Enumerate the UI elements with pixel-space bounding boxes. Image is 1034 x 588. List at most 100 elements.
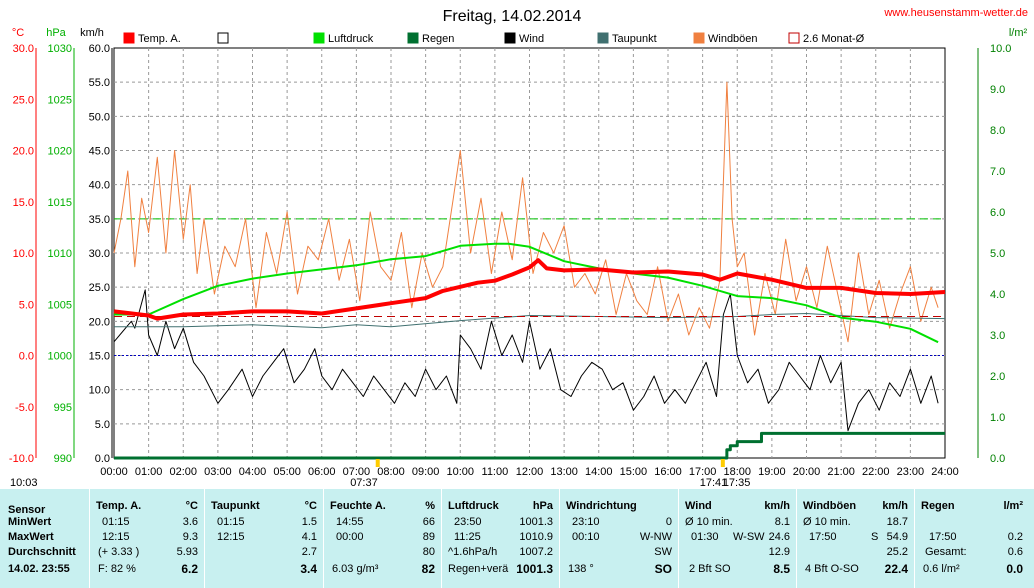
tick-label-time: 24:00 (931, 466, 959, 478)
windboeen-max-val: 54.9 (886, 531, 908, 543)
legend-label: 2.6 Monat-Ø (803, 33, 865, 45)
tick-label-time: 23:00 (897, 466, 925, 478)
tick-label-rain: 9.0 (990, 84, 1005, 96)
luftdruck-min-val: 1001.3 (519, 516, 553, 528)
unit-wind: km/h (80, 27, 104, 39)
windrichtung-avg-val: SW (654, 546, 672, 558)
temp-header: Temp. A. (96, 500, 142, 512)
col-windboeen: Windböen km/h Ø 10 min. 18.7 17:50 S 54.9 25… (796, 489, 914, 588)
series-luftdruck (114, 242, 939, 344)
luftdruck-min-time: 23:50 (454, 516, 482, 528)
feuchte-current: 82 (421, 562, 435, 576)
legend-swatch (123, 32, 135, 44)
marker-label: 07:37 (350, 477, 378, 488)
windboeen-header: Windböen (803, 500, 857, 512)
tick-label-temp: 20.0 (13, 146, 34, 158)
taupunkt-max-time: 12:15 (217, 531, 245, 543)
feuchte-avg-val: 80 (422, 546, 435, 558)
legend-label: Regen (422, 33, 454, 45)
feuchte-min-val: 66 (422, 516, 435, 528)
chart-title: Freitag, 14.02.2014 (443, 8, 582, 25)
series-taupunkt (114, 313, 946, 329)
tick-label-wind: 40.0 (89, 180, 110, 192)
tick-label-time: 06:00 (308, 466, 336, 478)
wind-avg-val: 12.9 (768, 546, 790, 558)
feuchte-max-time: 00:00 (336, 531, 364, 543)
tick-label-wind: 45.0 (89, 146, 110, 158)
tick-label-time: 11:00 (482, 466, 509, 478)
tick-label-temp: -10.0 (9, 453, 34, 465)
windrichtung-max-val: W-NW (639, 531, 672, 543)
tick-label-rain: 0.0 (990, 453, 1005, 465)
tick-label-rain: 3.0 (990, 330, 1005, 342)
regen-max-time: 17:50 (929, 531, 957, 543)
tick-label-time: 00:00 (100, 466, 128, 478)
col-wind: Wind km/h Ø 10 min. 8.1 01:30 W-SW 24.6 12.9… (678, 489, 796, 588)
sensor-date: 14.02. 23:55 (8, 563, 70, 575)
windboeen-max-time: 17:50 (809, 531, 837, 543)
tick-label-wind: 25.0 (89, 282, 110, 294)
tick-label-wind: 35.0 (89, 214, 110, 226)
tick-label-temp: 25.0 (13, 94, 34, 106)
series-temp-a- (113, 258, 946, 321)
left-time-label: 10:03 (10, 477, 38, 488)
website-link[interactable]: www.heusenstamm-wetter.de (883, 7, 1028, 19)
tick-label-time: 09:00 (412, 466, 440, 478)
col-sensor: Sensor MinWert MaxWert Durchschnitt 14.0… (0, 489, 88, 588)
wind-min-label: Ø 10 min. (685, 516, 733, 528)
tick-label-temp: 0.0 (19, 351, 34, 363)
tick-label-wind: 15.0 (89, 351, 110, 363)
legend-label: Windböen (708, 33, 758, 45)
legend-swatch (313, 32, 325, 44)
col-regen: Regen l/m² 17:50 0.2 Gesamt: 0.6 0.6 l/m² 0.… (914, 489, 1034, 588)
taupunkt-unit: °C (304, 500, 317, 512)
windboeen-unit: km/h (882, 500, 908, 512)
unit-temp: °C (12, 27, 24, 39)
luftdruck-trend: Regen+verä (448, 563, 509, 575)
windrichtung-deg: 138 ° (568, 563, 594, 575)
taupunkt-current: 3.4 (300, 562, 317, 576)
tick-label-time: 20:00 (793, 466, 821, 478)
legend-label: Temp. A. (138, 33, 181, 45)
tick-label-temp: 30.0 (13, 43, 34, 55)
windboeen-min-label: Ø 10 min. (803, 516, 851, 528)
tick-label-hpa: 1015 (48, 197, 72, 209)
regen-header: Regen (921, 500, 955, 512)
tick-label-temp: 10.0 (13, 248, 34, 260)
taupunkt-header: Taupunkt (211, 500, 260, 512)
axes: 30.0 25.0 20.0 15.0 10.0 5.0 0.0 -5.0 -10.0 1030 1… (9, 43, 1012, 478)
series-windb-en (113, 81, 939, 343)
taupunkt-min-val: 1.5 (301, 516, 317, 528)
taupunkt-min-time: 01:15 (217, 516, 245, 528)
series-wind (113, 289, 939, 432)
tick-label-wind: 55.0 (89, 77, 110, 89)
sensor-max: MaxWert (8, 531, 54, 543)
wind-max-dir: W-SW (733, 531, 765, 543)
feuchte-header: Feuchte A. (330, 500, 386, 512)
wind-max-val: 24.6 (768, 531, 790, 543)
tick-label-rain: 8.0 (990, 125, 1005, 137)
luftdruck-max-val: 1010.9 (519, 531, 553, 543)
feuchte-abs: 6.03 g/m³ (332, 563, 379, 575)
regen-max-val: 0.2 (1007, 531, 1023, 543)
temp-avg-val: 5.93 (176, 546, 198, 558)
tick-label-temp: 5.0 (19, 299, 34, 311)
windboeen-max-dir: S (871, 531, 879, 543)
tick-label-rain: 10.0 (990, 43, 1011, 55)
tick-label-hpa: 1030 (48, 43, 72, 55)
tick-label-hpa: 1005 (48, 299, 72, 311)
regen-total-val: 0.6 (1007, 546, 1023, 558)
tick-label-wind: 0.0 (95, 453, 110, 465)
unit-rain: l/m² (1009, 27, 1028, 39)
marker-label: 17:35 (723, 477, 751, 488)
wind-current: 8.5 (773, 562, 790, 576)
tick-label-wind: 60.0 (89, 43, 110, 55)
tick-label-rain: 5.0 (990, 248, 1005, 260)
tick-label-time: 15:00 (620, 466, 648, 478)
tick-label-rain: 2.0 (990, 371, 1005, 383)
tick-label-hpa: 1010 (48, 248, 72, 260)
wind-max-time: 01:30 (691, 531, 719, 543)
windboeen-avg-val: 25.2 (886, 546, 908, 558)
col-temp: Temp. A. °C 01:15 3.6 12:15 9.3 (+ 3.33 ) 5.… (89, 489, 204, 588)
tick-label-time: 18:00 (723, 466, 751, 478)
